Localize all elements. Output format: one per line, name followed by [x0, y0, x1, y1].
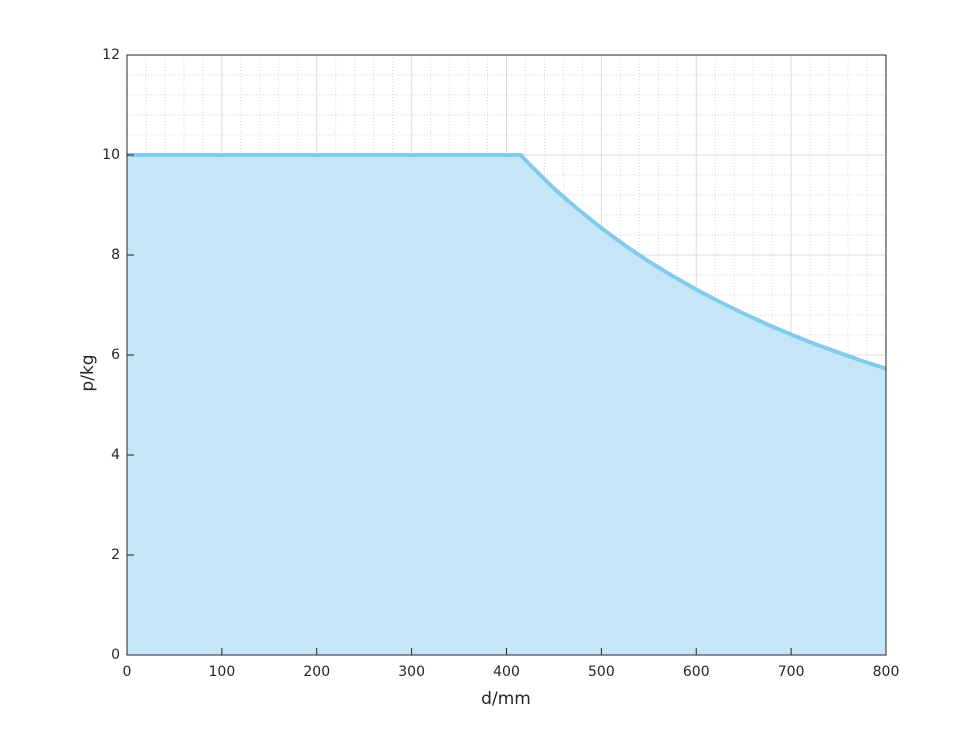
x-tick-label: 400 — [493, 664, 520, 680]
y-tick-label: 0 — [111, 647, 120, 663]
area-fill — [127, 155, 886, 655]
y-tick-label: 2 — [111, 547, 120, 563]
x-tick-label: 800 — [873, 664, 900, 680]
y-tick-label: 4 — [111, 447, 120, 463]
y-tick-label: 10 — [102, 147, 120, 163]
y-axis-label: p/kg — [78, 354, 98, 391]
y-tick-label: 6 — [111, 347, 120, 363]
x-tick-label: 700 — [778, 664, 805, 680]
x-axis-label: d/mm — [481, 689, 531, 709]
x-tick-label: 0 — [123, 664, 132, 680]
x-tick-label: 300 — [398, 664, 425, 680]
y-tick-label: 12 — [102, 47, 120, 63]
x-tick-label: 200 — [303, 664, 330, 680]
x-tick-label: 500 — [588, 664, 615, 680]
x-tick-label: 100 — [209, 664, 236, 680]
line — [127, 153, 887, 371]
x-tick-label: 600 — [683, 664, 710, 680]
y-tick-label: 8 — [111, 247, 120, 263]
